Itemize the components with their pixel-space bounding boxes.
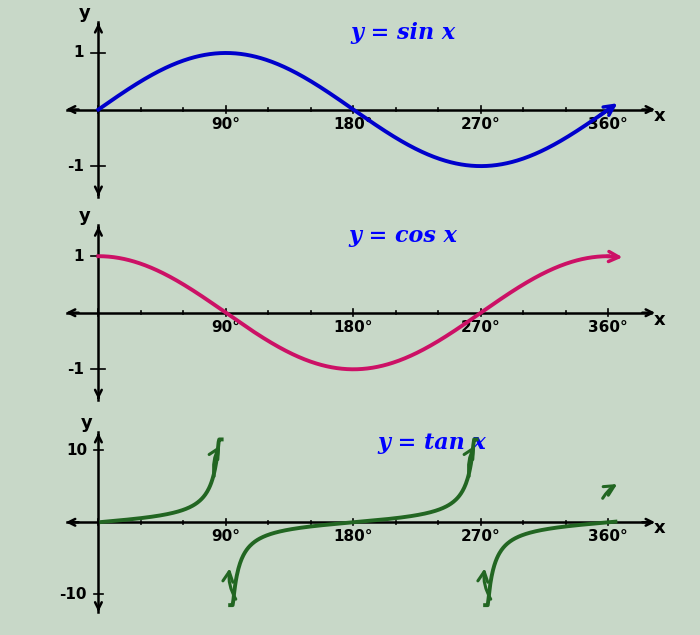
Text: 270°: 270° (461, 320, 500, 335)
Text: 360°: 360° (589, 117, 628, 132)
Text: 10: 10 (66, 443, 87, 458)
FancyArrowPatch shape (603, 486, 615, 498)
Text: 180°: 180° (334, 530, 373, 544)
Text: 90°: 90° (211, 320, 240, 335)
Text: 1: 1 (74, 249, 84, 264)
Text: x: x (654, 107, 665, 125)
FancyArrowPatch shape (209, 448, 218, 476)
Text: y = cos x: y = cos x (349, 225, 457, 248)
FancyArrowPatch shape (223, 572, 236, 599)
Text: y: y (78, 207, 90, 225)
FancyArrowPatch shape (478, 572, 491, 599)
Text: 360°: 360° (589, 320, 628, 335)
FancyArrowPatch shape (464, 448, 473, 476)
Text: 90°: 90° (211, 530, 240, 544)
Text: -1: -1 (67, 159, 84, 173)
Text: y: y (78, 4, 90, 22)
Text: 1: 1 (74, 46, 84, 60)
Text: 90°: 90° (211, 117, 240, 132)
Text: y: y (81, 414, 93, 432)
Text: -10: -10 (60, 587, 87, 602)
Text: x: x (654, 519, 665, 537)
Text: x: x (654, 311, 665, 328)
Text: y = sin x: y = sin x (351, 22, 456, 44)
Text: 360°: 360° (589, 530, 628, 544)
Text: 270°: 270° (461, 117, 500, 132)
Text: -1: -1 (67, 362, 84, 377)
Text: 180°: 180° (334, 320, 373, 335)
Text: y = tan x: y = tan x (377, 432, 486, 454)
Text: 180°: 180° (334, 117, 373, 132)
Text: 270°: 270° (461, 530, 500, 544)
